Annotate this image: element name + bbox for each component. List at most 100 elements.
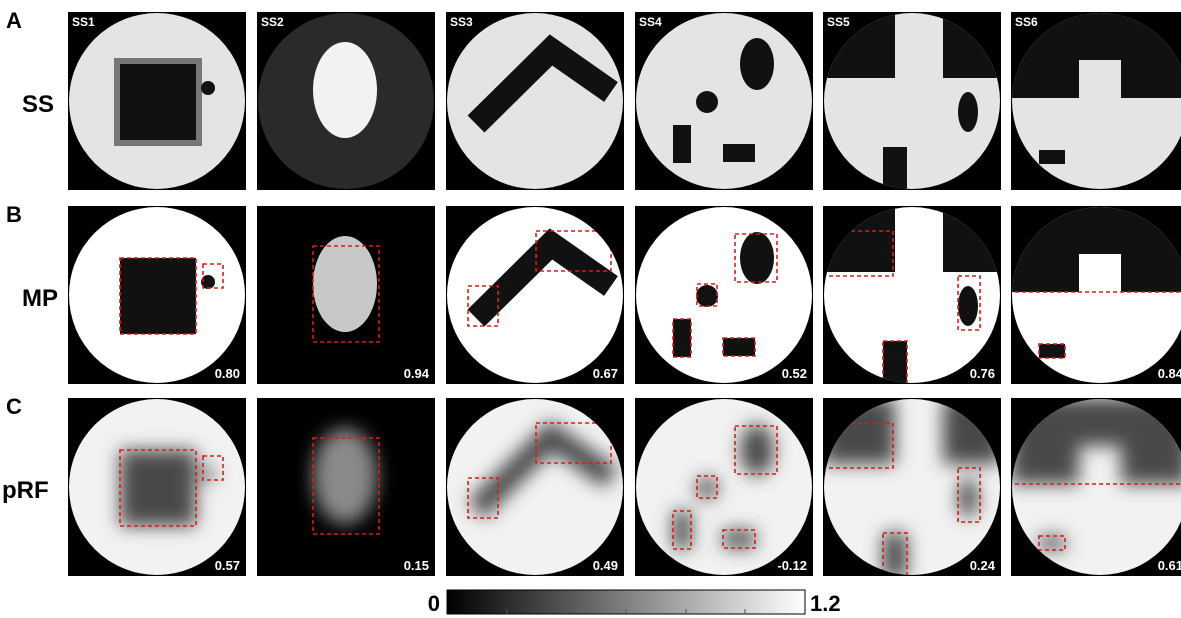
outline	[957, 275, 981, 331]
panel-image	[447, 13, 623, 189]
panel: SS5	[823, 12, 1001, 190]
feature	[696, 477, 718, 499]
score: 0.61	[1158, 558, 1181, 573]
panel: SS6	[1011, 12, 1181, 190]
feature	[120, 258, 196, 334]
feature	[1039, 344, 1065, 358]
panel: 0.49	[446, 398, 624, 576]
panel-image	[69, 207, 245, 383]
feature	[1079, 399, 1121, 446]
column-label: SS3	[450, 15, 473, 29]
panel-image	[69, 399, 245, 575]
feature	[1039, 150, 1065, 164]
row-letter: B	[6, 202, 22, 227]
features	[114, 58, 215, 146]
panel: 0.94	[257, 206, 435, 384]
outline	[696, 475, 718, 499]
feature	[740, 232, 774, 284]
feature	[696, 91, 718, 113]
feature	[740, 38, 774, 90]
outline	[312, 245, 380, 343]
column-label: SS2	[261, 15, 284, 29]
feature	[696, 285, 718, 307]
feature	[313, 428, 377, 524]
feature	[1079, 13, 1121, 60]
outline	[824, 230, 894, 277]
features	[313, 236, 377, 332]
score: 0.94	[404, 366, 430, 381]
panel: SS4	[635, 12, 813, 190]
column-label: SS6	[1015, 15, 1038, 29]
outline	[882, 532, 908, 575]
feature	[201, 467, 215, 481]
features	[120, 258, 215, 334]
feature	[1079, 207, 1121, 254]
panel: SS3	[446, 12, 624, 190]
score: 0.80	[215, 366, 240, 381]
outline	[467, 285, 499, 327]
panel: 0.15	[257, 398, 435, 576]
feature	[673, 319, 691, 357]
score: 0.67	[593, 366, 618, 381]
features	[673, 38, 774, 163]
features	[673, 424, 774, 549]
panel-image	[636, 13, 812, 189]
feature	[313, 42, 377, 138]
outline	[467, 477, 499, 519]
features	[467, 420, 618, 519]
features	[467, 34, 618, 133]
panel: 0.67	[446, 206, 624, 384]
features	[467, 228, 618, 327]
feature	[723, 338, 755, 356]
outline	[1038, 535, 1066, 551]
outline	[722, 337, 756, 357]
score: 0.52	[782, 366, 807, 381]
score: 0.15	[404, 558, 429, 573]
feature	[1039, 536, 1065, 550]
outline	[824, 422, 894, 469]
outline	[1038, 343, 1066, 359]
column-label: SS4	[639, 15, 662, 29]
score: 0.57	[215, 558, 240, 573]
features	[313, 42, 377, 138]
feature	[673, 511, 691, 549]
panel-image	[447, 399, 623, 575]
panel-image	[636, 399, 812, 575]
feature	[201, 275, 215, 289]
outline	[882, 340, 908, 383]
outline	[1012, 399, 1181, 485]
feature	[740, 424, 774, 476]
disc	[447, 399, 623, 575]
outline	[119, 257, 197, 335]
feature	[883, 341, 907, 383]
panel: 0.76	[823, 206, 1001, 384]
score: 0.49	[593, 558, 618, 573]
outline	[957, 467, 981, 523]
score: -0.12	[777, 558, 807, 573]
outline	[535, 422, 612, 464]
panel: SS2	[257, 12, 435, 190]
score: 0.76	[970, 366, 995, 381]
disc	[447, 13, 623, 189]
feature	[958, 286, 978, 326]
outline	[535, 230, 612, 272]
panel: 0.80	[68, 206, 246, 384]
feature	[883, 147, 907, 189]
outline	[202, 455, 224, 481]
panels: A SS SS1 SS2 SS3 SS4 SS5 SS6 B MP 0.80 0.94 0.67 0.52…	[2, 8, 1181, 576]
column-label: SS5	[827, 15, 850, 29]
row-name: MP	[22, 285, 58, 312]
row-letter: C	[6, 394, 22, 419]
features	[673, 232, 774, 357]
row-name: SS	[22, 91, 54, 118]
outline	[202, 263, 224, 289]
score: 0.84	[1158, 366, 1181, 381]
panel-image	[258, 207, 434, 383]
features	[313, 428, 377, 524]
feature	[120, 64, 196, 140]
feature	[467, 420, 618, 519]
feature	[883, 533, 907, 575]
panel: 0.24	[823, 398, 1001, 576]
colorbar-ticks	[506, 609, 746, 614]
